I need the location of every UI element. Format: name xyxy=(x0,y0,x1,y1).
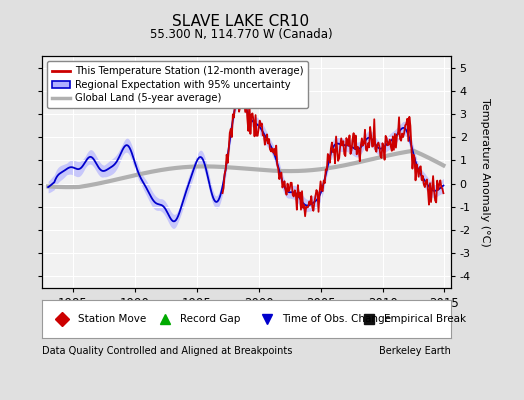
Text: Record Gap: Record Gap xyxy=(180,314,241,324)
Text: SLAVE LAKE CR10: SLAVE LAKE CR10 xyxy=(172,14,310,29)
Text: Empirical Break: Empirical Break xyxy=(385,314,466,324)
Text: Data Quality Controlled and Aligned at Breakpoints: Data Quality Controlled and Aligned at B… xyxy=(42,346,292,356)
Text: 55.300 N, 114.770 W (Canada): 55.300 N, 114.770 W (Canada) xyxy=(150,28,332,41)
Text: Time of Obs. Change: Time of Obs. Change xyxy=(282,314,391,324)
Text: Berkeley Earth: Berkeley Earth xyxy=(379,346,451,356)
Legend: This Temperature Station (12-month average), Regional Expectation with 95% uncer: This Temperature Station (12-month avera… xyxy=(47,61,309,108)
Text: Station Move: Station Move xyxy=(78,314,146,324)
Y-axis label: Temperature Anomaly (°C): Temperature Anomaly (°C) xyxy=(480,98,490,246)
